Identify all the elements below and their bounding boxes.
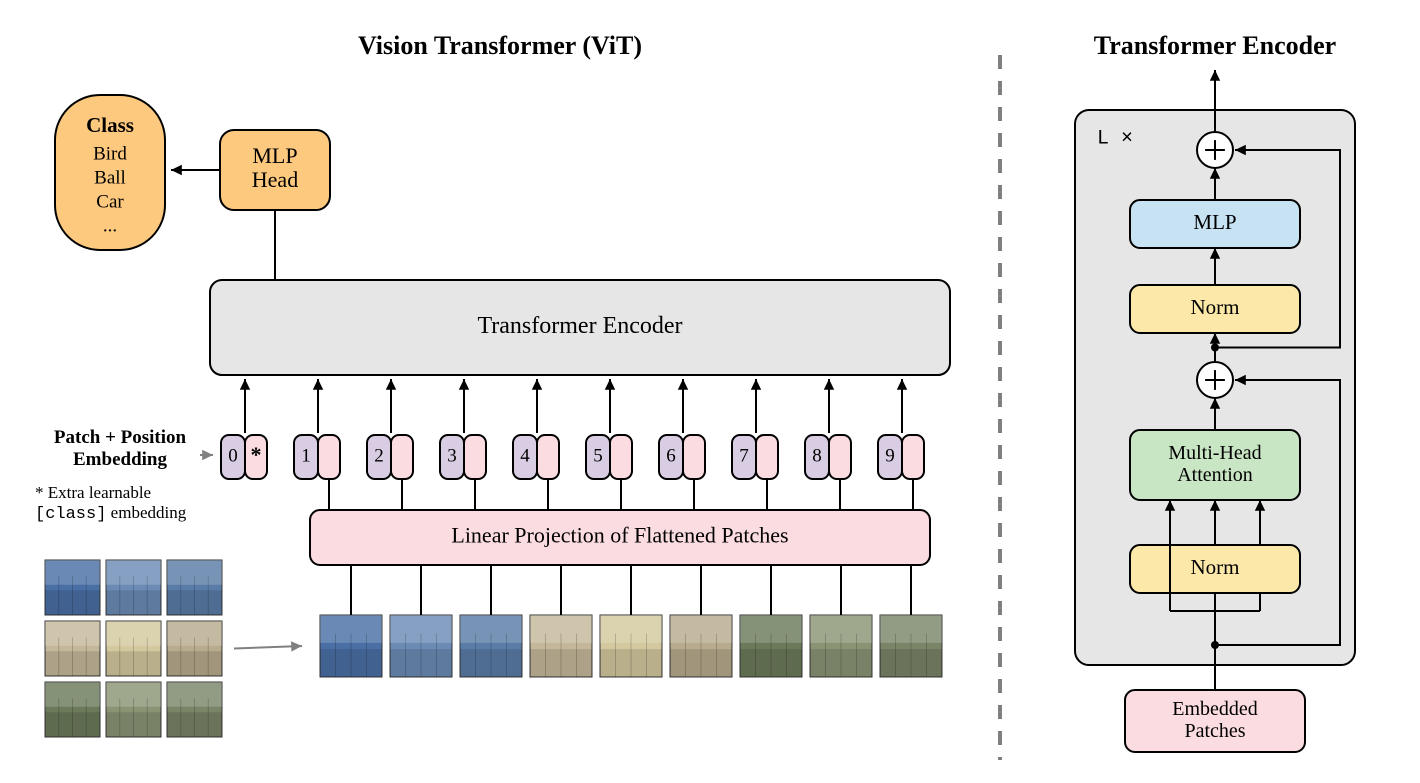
svg-text:3: 3 <box>447 445 457 466</box>
svg-text:Bird: Bird <box>93 143 127 164</box>
svg-text:Transformer Encoder: Transformer Encoder <box>477 313 682 339</box>
svg-text:Car: Car <box>96 191 124 212</box>
svg-text:6: 6 <box>666 445 676 466</box>
svg-text:Class: Class <box>86 113 134 137</box>
left-title: Vision Transformer (ViT) <box>358 31 642 60</box>
svg-text:0: 0 <box>228 445 238 466</box>
svg-text:1: 1 <box>301 445 311 466</box>
footnote: * Extra learnable[class] embedding <box>35 483 187 524</box>
svg-text:Multi-HeadAttention: Multi-HeadAttention <box>1168 442 1261 486</box>
svg-text:EmbeddedPatches: EmbeddedPatches <box>1172 698 1258 742</box>
svg-text:...: ... <box>103 215 117 236</box>
vit-diagram: Vision Transformer (ViT) Class Bird Ball Car… <box>0 0 1420 783</box>
svg-text:5: 5 <box>593 445 603 466</box>
svg-text:Linear Projection of Flattened: Linear Projection of Flattened Patches <box>451 523 788 548</box>
svg-text:Norm: Norm <box>1191 295 1240 319</box>
svg-text:8: 8 <box>812 445 822 466</box>
svg-text:2: 2 <box>374 445 384 466</box>
svg-text:4: 4 <box>520 445 530 466</box>
svg-text:*: * <box>251 442 262 467</box>
right-title: Transformer Encoder <box>1094 31 1336 60</box>
svg-text:9: 9 <box>885 445 895 466</box>
svg-text:L ×: L × <box>1097 127 1133 150</box>
embedding-label: Patch + PositionEmbedding <box>54 427 187 470</box>
svg-text:7: 7 <box>739 445 749 466</box>
svg-text:MLP: MLP <box>1193 210 1236 234</box>
svg-text:Ball: Ball <box>94 167 126 188</box>
svg-text:Norm: Norm <box>1191 555 1240 579</box>
svg-text:MLPHead: MLPHead <box>252 143 298 192</box>
